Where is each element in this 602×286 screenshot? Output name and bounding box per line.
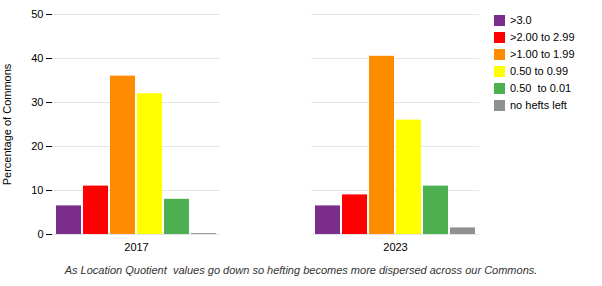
html-text:As Location Quotient values go: As Location Quotient values go down so h… bbox=[64, 264, 538, 276]
svg-text:50: 50 bbox=[31, 8, 43, 20]
svg-text:2023: 2023 bbox=[383, 241, 407, 253]
svg-text:30: 30 bbox=[31, 96, 43, 108]
svg-text:0: 0 bbox=[37, 228, 43, 240]
svg-text:2017: 2017 bbox=[124, 241, 148, 253]
html-text:0.50 to 0.01: 0.50 to 0.01 bbox=[510, 82, 572, 94]
html-text:0.50 to 0.99: 0.50 to 0.99 bbox=[510, 65, 569, 77]
svg-text:Percentage of Commons: Percentage of Commons bbox=[1, 63, 13, 185]
svg-text:20: 20 bbox=[31, 140, 43, 152]
svg-text:40: 40 bbox=[31, 52, 43, 64]
html-text:>3.0: >3.0 bbox=[510, 14, 532, 26]
html-text:>2.00 to 2.99: >2.00 to 2.99 bbox=[510, 31, 575, 43]
html-text:>1.00 to 1.99: >1.00 to 1.99 bbox=[510, 48, 575, 60]
svg-text:10: 10 bbox=[31, 184, 43, 196]
html-text:no hefts left: no hefts left bbox=[510, 99, 567, 111]
